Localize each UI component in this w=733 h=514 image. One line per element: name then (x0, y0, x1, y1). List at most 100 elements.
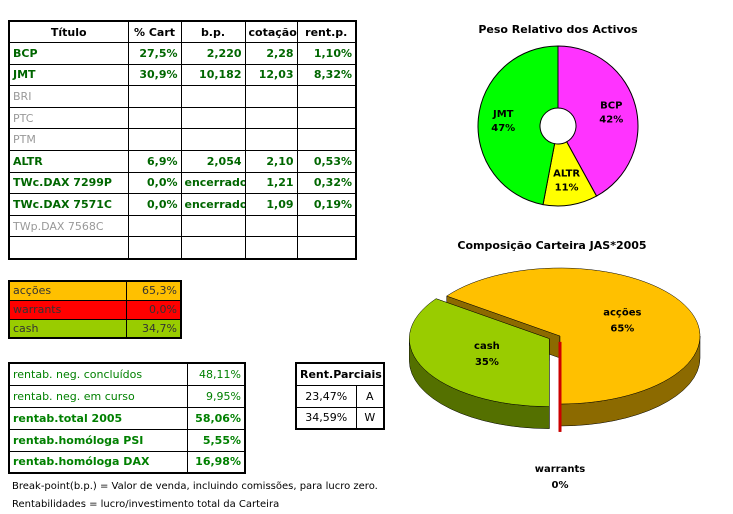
cell: acções (8, 280, 127, 301)
slice (409, 298, 550, 407)
cell: rentab. neg. concluídos (8, 362, 188, 386)
cell: 0,53% (296, 150, 357, 173)
cell: warrants (8, 299, 127, 320)
cell: 2,28 (244, 42, 298, 65)
cell (296, 128, 357, 152)
cell: 30,9% (127, 63, 182, 87)
row: warrants 0,0% (8, 299, 182, 320)
cell: 9,95% (186, 384, 246, 408)
slice-label: acções (603, 308, 641, 319)
cell: 1,09 (244, 193, 298, 216)
value-label: 65% (610, 324, 634, 335)
cell: 34,7% (125, 318, 182, 339)
value-label: 42% (599, 114, 623, 125)
row: BCP 27,5% 2,220 2,28 1,10% (8, 42, 357, 65)
row: TWp.DAX 7568C (8, 214, 357, 238)
cell: PTC (8, 106, 129, 130)
row: rentab.total 2005 58,06% (8, 406, 246, 430)
cell: 16,98% (186, 450, 246, 474)
cell: 5,55% (186, 428, 246, 452)
cell (180, 106, 246, 130)
cell (244, 106, 298, 130)
row: TWc.DAX 7299P 0,0% encerrado 1,21 0,32% (8, 171, 357, 195)
cell: PTM (8, 128, 129, 152)
row (8, 236, 357, 260)
cell: JMT (8, 63, 129, 87)
row: ALTR 6,9% 2,054 2,10 0,53% (8, 150, 357, 173)
cell: 1,21 (244, 171, 298, 195)
cell (180, 85, 246, 108)
cell: 2,10 (244, 150, 298, 173)
cell: 0,0% (125, 299, 182, 320)
row: PTC (8, 106, 357, 130)
cell (180, 128, 246, 152)
cell: 12,03 (244, 63, 298, 87)
allocation-table: acções 65,3% warrants 0,0% cash 34,7% (8, 280, 182, 339)
chart-title: Composição Carteira JAS*2005 (457, 239, 646, 252)
cell: A (355, 384, 385, 408)
header-row: Rent.Parciais (295, 362, 385, 386)
header-cell: Rent.Parciais (295, 362, 385, 386)
row: acções 65,3% (8, 280, 182, 301)
header-cell: % Cart (127, 20, 182, 44)
cell (127, 214, 182, 238)
cell: 0,0% (127, 193, 182, 216)
cell: TWc.DAX 7299P (8, 171, 129, 195)
slice-label: ALTR (553, 168, 580, 179)
cell: BCP (8, 42, 129, 65)
cell (127, 106, 182, 130)
slice (446, 267, 701, 405)
header-cell: b.p. (180, 20, 246, 44)
cell: W (355, 406, 385, 430)
cell (127, 128, 182, 152)
cell (244, 236, 298, 260)
cell: ALTR (8, 150, 129, 173)
cell (296, 236, 357, 260)
cell: cash (8, 318, 127, 339)
cell: 48,11% (186, 362, 246, 386)
value-label: 47% (491, 123, 515, 134)
cell: 23,47% (295, 384, 357, 408)
cell: 65,3% (125, 280, 182, 301)
slice-label: BCP (600, 100, 622, 111)
cell (180, 214, 246, 238)
cell (296, 85, 357, 108)
row: BRI (8, 85, 357, 108)
row: rentab. neg. em curso 9,95% (8, 384, 246, 408)
cell: 0,32% (296, 171, 357, 195)
slice-label: JMT (492, 109, 514, 120)
cell: rentab.homóloga PSI (8, 428, 188, 452)
row: rentab.homóloga PSI 5,55% (8, 428, 246, 452)
cell: 27,5% (127, 42, 182, 65)
cell (296, 214, 357, 238)
slice (557, 45, 639, 197)
row: 34,59% W (295, 406, 385, 430)
row: 23,47% A (295, 384, 385, 408)
cell: TWp.DAX 7568C (8, 214, 129, 238)
value-label: 35% (475, 357, 499, 368)
note: Rentabilidades = lucro/investimento tota… (12, 499, 280, 510)
row: JMT 30,9% 10,182 12,03 8,32% (8, 63, 357, 87)
cell (180, 236, 246, 260)
value-label: 11% (555, 182, 579, 193)
row: cash 34,7% (8, 318, 182, 339)
cell: BRI (8, 85, 129, 108)
cell: 1,10% (296, 42, 357, 65)
cell: encerrado (180, 193, 246, 216)
row: TWc.DAX 7571C 0,0% encerrado 1,09 0,19% (8, 193, 357, 216)
returns-table: rentab. neg. concluídos 48,11% rentab. neg… (8, 362, 246, 474)
header-cell: Título (8, 20, 129, 44)
cell (8, 236, 129, 260)
header-cell: cotação (244, 20, 298, 44)
header-row: Título% Cart b.p. cotação rent.p. (8, 20, 357, 44)
cell: TWc.DAX 7571C (8, 193, 129, 216)
cell (296, 106, 357, 130)
cell: 6,9% (127, 150, 182, 173)
partial-returns-table: Rent.Parciais 23,47% A 34,59% W (295, 362, 386, 430)
value-label: 0% (552, 480, 569, 491)
slice-label: warrants (535, 464, 585, 475)
cell: 34,59% (295, 406, 357, 430)
chart-title: Peso Relativo dos Activos (478, 23, 638, 36)
